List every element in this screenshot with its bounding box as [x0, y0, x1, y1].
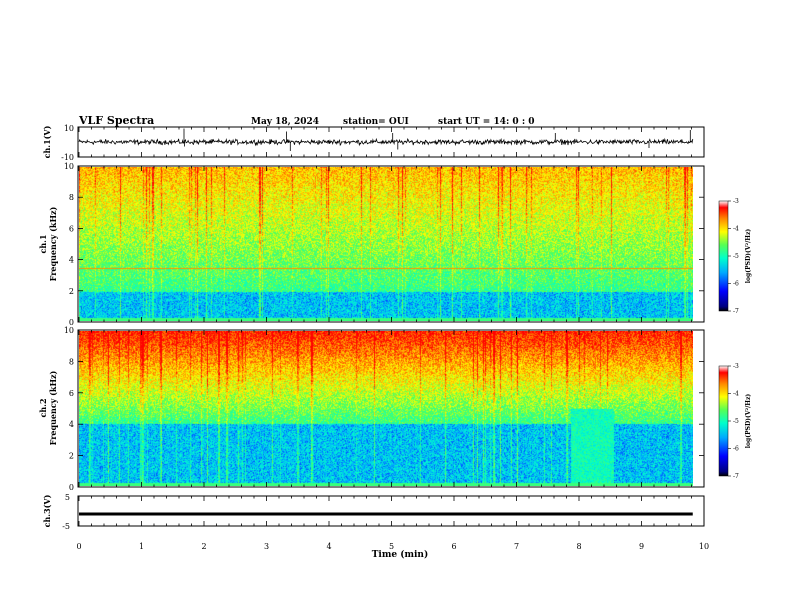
ch1-waveform-panel: 10 -10 ch.1(V) [42, 124, 705, 162]
ch2-spectrogram-yticks: 0 2 4 6 8 10 [64, 326, 704, 492]
ch2-spectrogram-image [79, 331, 693, 486]
freq-tick-label: 10 [64, 162, 74, 171]
ch1-waveform-trace [78, 128, 694, 151]
figure-title: VLF Spectra [78, 114, 154, 127]
ch1-spectrogram-yticks: 0 2 4 6 8 10 [64, 162, 704, 327]
freq-tick-label: 2 [69, 287, 74, 296]
ch1-spectrogram-time-ticks [78, 166, 705, 322]
ch2-spectrogram-time-ticks [78, 330, 705, 487]
x-tick-label: 2 [201, 542, 206, 551]
colorbar-tick-label: -4 [733, 391, 739, 398]
time-axis-label: Time (min) [372, 549, 429, 560]
colorbar-tick-label: -3 [733, 198, 739, 205]
x-tick-label: 1 [139, 542, 144, 551]
freq-tick-label: 8 [69, 357, 74, 366]
ch1-spectrogram-image [79, 167, 693, 321]
freq-tick-label: 6 [69, 389, 74, 398]
freq-tick-label: 0 [69, 483, 74, 492]
ch3-waveform-panel: 5 -5 ch.3(V) 0 1 2 3 4 5 6 7 8 9 10 Time (min) [42, 493, 709, 560]
ch1-colorbar-label: log(PSD)(V²/Hz) [745, 229, 752, 284]
colorbar-tick-label: -3 [733, 363, 739, 370]
ch2-spec-ylabel-line2: Frequency (kHz) [48, 370, 58, 445]
station-label: station= OUI [343, 117, 409, 127]
x-tick-label: 7 [514, 542, 519, 551]
colorbar-tick-label: -6 [733, 281, 739, 288]
x-tick-label: 9 [639, 542, 644, 551]
ch1-spectrogram-panel: 0 2 4 6 8 10 ch.1 Frequency (kHz) [38, 162, 705, 327]
ch2-spectrogram-panel: 0 2 4 6 8 10 ch.2 Frequency (kHz) [38, 326, 705, 492]
freq-tick-label: 0 [69, 318, 74, 327]
x-tick-label: 0 [76, 542, 81, 551]
freq-tick-label: 2 [69, 452, 74, 461]
freq-tick-label: 6 [69, 224, 74, 233]
ch3-ytick-bottom: -5 [62, 522, 70, 531]
freq-tick-label: 4 [69, 256, 74, 265]
ch1-colorbar: -3 -4 -5 -6 -7 log(PSD)(V²/Hz) [718, 198, 752, 315]
ch2-spec-ylabel-line1: ch.2 [38, 398, 48, 417]
x-tick-label: 5 [389, 542, 394, 551]
colorbar-tick-label: -7 [733, 473, 739, 480]
x-tick-label: 3 [264, 542, 269, 551]
ch2-colorbar-ticks: -3 -4 -5 -6 -7 [728, 363, 739, 480]
freq-tick-label: 4 [69, 420, 74, 429]
colorbar-tick-label: -5 [733, 418, 739, 425]
freq-tick-label: 10 [64, 326, 74, 335]
colorbar-tick-label: -4 [733, 226, 739, 233]
colorbar-tick-label: -7 [733, 308, 739, 315]
ch1-ytick-bottom: -10 [61, 153, 74, 162]
ch2-colorbar: -3 -4 -5 -6 -7 log(PSD)(V²/Hz) [718, 363, 752, 480]
ch1-ytick-top: 10 [64, 124, 74, 133]
ch1-spec-ylabel-line1: ch.1 [38, 234, 48, 253]
ch1-colorbar-ticks: -3 -4 -5 -6 -7 [728, 198, 739, 315]
colorbar-tick-label: -5 [733, 253, 739, 260]
x-tick-label: 8 [576, 542, 581, 551]
ch3-ylabel: ch.3(V) [42, 494, 52, 527]
time-axis-tick-labels: 0 1 2 3 4 5 6 7 8 9 10 [76, 542, 709, 551]
freq-tick-label: 8 [69, 193, 74, 202]
colorbar-tick-label: -6 [733, 446, 739, 453]
ch3-time-ticks [78, 496, 705, 526]
start-time-label: start UT = 14: 0 : 0 [438, 117, 535, 127]
ch1-spec-ylabel-line2: Frequency (kHz) [48, 206, 58, 281]
x-tick-label: 6 [451, 542, 456, 551]
date-label: May 18, 2024 [251, 117, 319, 127]
ch1-ylabel: ch.1(V) [42, 125, 52, 158]
x-tick-label: 10 [699, 542, 709, 551]
x-tick-label: 4 [326, 542, 331, 551]
ch3-ytick-top: 5 [65, 493, 70, 502]
ch2-colorbar-label: log(PSD)(V²/Hz) [745, 394, 752, 449]
ch1-time-ticks [78, 127, 705, 157]
